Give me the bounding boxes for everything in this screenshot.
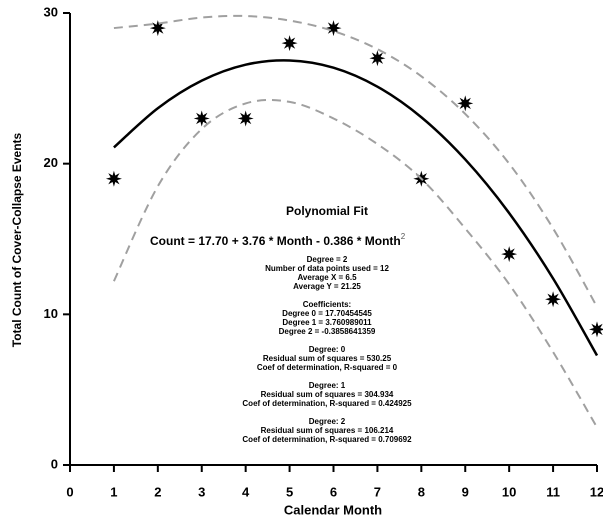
annotation-line: Average X = 6.5 bbox=[297, 273, 357, 282]
confidence-band bbox=[113, 99, 598, 428]
confidence-band bbox=[113, 14, 598, 308]
annotation-line: Degree 2 = -0.3858641359 bbox=[279, 327, 376, 336]
x-tick-label: 6 bbox=[330, 484, 337, 499]
x-tick-label: 5 bbox=[286, 484, 293, 499]
x-tick-label: 1 bbox=[110, 484, 117, 499]
annotation-line: Degree 1 = 3.760989011 bbox=[282, 318, 372, 327]
data-point bbox=[457, 95, 474, 112]
annotation-line: Degree: 1 bbox=[309, 381, 346, 390]
data-point bbox=[149, 20, 166, 37]
data-point bbox=[369, 50, 386, 67]
annotation-line: Degree: 0 bbox=[309, 345, 346, 354]
equation-text: Count = 17.70 + 3.76 * Month - 0.386 * M… bbox=[150, 234, 401, 248]
annotation-line: Residual sum of squares = 106.214 bbox=[261, 426, 394, 435]
x-tick-label: 7 bbox=[374, 484, 381, 499]
x-tick-label: 2 bbox=[154, 484, 161, 499]
data-point bbox=[545, 291, 562, 308]
fit-line bbox=[113, 59, 599, 357]
y-tick-label: 0 bbox=[51, 456, 58, 471]
annotation-line: Coef of determination, R-squared = 0.424… bbox=[242, 399, 412, 408]
x-tick-label: 8 bbox=[418, 484, 425, 499]
data-point bbox=[237, 110, 254, 127]
x-tick-label: 11 bbox=[546, 484, 560, 499]
data-point bbox=[281, 35, 298, 52]
annotation-line: Residual sum of squares = 530.25 bbox=[263, 354, 392, 363]
annotation-line: Degree: 2 bbox=[309, 417, 346, 426]
annotation-line: Average Y = 21.25 bbox=[293, 282, 361, 291]
annotation-title: Polynomial Fit bbox=[286, 204, 368, 218]
equation: Count = 17.70 + 3.76 * Month - 0.386 * M… bbox=[150, 232, 406, 248]
annotation-line: Coef of determination, R-squared = 0 bbox=[257, 363, 398, 372]
y-tick-label: 10 bbox=[44, 306, 58, 321]
x-tick-label: 3 bbox=[198, 484, 205, 499]
x-tick-label: 9 bbox=[462, 484, 469, 499]
annotation-line: Degree 0 = 17.70454545 bbox=[282, 309, 372, 318]
data-point bbox=[501, 246, 518, 263]
y-axis-label: Total Count of Cover-Collapse Events bbox=[10, 132, 24, 347]
annotation-line: Coef of determination, R-squared = 0.709… bbox=[242, 435, 412, 444]
x-tick-label: 0 bbox=[66, 484, 73, 499]
equation-exponent: 2 bbox=[401, 232, 406, 241]
data-point bbox=[105, 170, 122, 187]
annotation-line: Residual sum of squares = 304.934 bbox=[261, 390, 394, 399]
data-point bbox=[589, 321, 603, 338]
data-point bbox=[193, 110, 210, 127]
x-tick-label: 10 bbox=[502, 484, 516, 499]
x-tick-label: 4 bbox=[242, 484, 250, 499]
y-tick-label: 30 bbox=[44, 4, 58, 19]
x-axis-label: Calendar Month bbox=[284, 502, 382, 517]
y-tick-label: 20 bbox=[44, 155, 58, 170]
annotation-line: Coefficients: bbox=[303, 300, 351, 309]
x-tick-label: 12 bbox=[590, 484, 603, 499]
annotation-line: Degree = 2 bbox=[307, 255, 348, 264]
annotation-line: Number of data points used = 12 bbox=[265, 264, 389, 273]
